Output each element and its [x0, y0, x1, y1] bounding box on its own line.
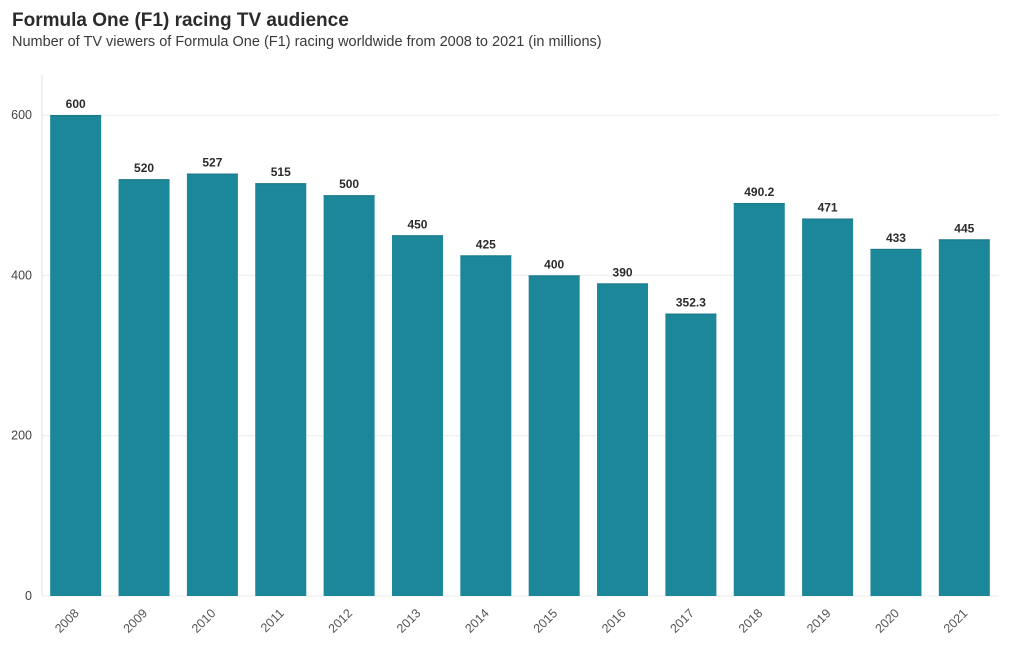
x-tick-label: 2019 [804, 606, 834, 636]
gridlines [42, 114, 999, 597]
x-tick-label: 2014 [462, 606, 492, 636]
y-axis-ticks: 0 200 400 600 [11, 108, 32, 603]
y-tick-label: 600 [11, 108, 32, 122]
x-tick-label: 2016 [599, 606, 629, 636]
data-label: 433 [886, 231, 906, 245]
x-tick-label: 2012 [326, 606, 356, 636]
x-tick-label: 2017 [667, 606, 697, 636]
bar-2011 [255, 183, 307, 596]
chart-title: Formula One (F1) racing TV audience [12, 10, 349, 31]
x-tick-label: 2009 [121, 606, 151, 636]
x-tick-label: 2018 [736, 606, 766, 636]
y-tick-label: 0 [25, 589, 32, 603]
x-tick-label: 2011 [258, 606, 287, 635]
x-tick-label: 2015 [531, 606, 561, 636]
data-label: 471 [818, 200, 838, 214]
bar-2015 [528, 275, 580, 596]
bar-2012 [323, 195, 375, 596]
y-tick-label: 400 [11, 268, 32, 282]
x-tick-label: 2008 [52, 606, 82, 636]
bar-2008 [50, 115, 102, 597]
bar-2016 [597, 283, 649, 596]
bar-2018 [733, 203, 785, 596]
x-tick-label: 2021 [941, 606, 971, 636]
data-label: 600 [66, 97, 86, 111]
data-label: 445 [954, 221, 974, 235]
bar-2010 [186, 173, 238, 596]
data-label: 425 [476, 237, 496, 251]
x-tick-label: 2013 [394, 606, 424, 636]
data-label: 490.2 [744, 185, 774, 199]
bar-2017 [665, 313, 717, 596]
bar-2021 [938, 239, 990, 597]
x-axis-ticks: 2008 2009 2010 2011 2012 2013 2014 2015 2016 2017… [52, 606, 970, 636]
bars [50, 115, 990, 597]
y-tick-label: 200 [11, 429, 32, 443]
x-tick-label: 2020 [873, 606, 903, 636]
bar-2019 [802, 218, 854, 596]
data-label: 450 [407, 217, 427, 231]
data-label: 527 [202, 156, 222, 170]
bar-2013 [391, 235, 443, 597]
data-label: 352.3 [676, 296, 706, 310]
data-label: 520 [134, 161, 154, 175]
data-labels: 600 520 527 515 500 450 425 400 390 352.3 490.2 471… [66, 97, 975, 310]
chart-subtitle: Number of TV viewers of Formula One (F1)… [12, 34, 602, 50]
x-tick-label: 2010 [189, 606, 219, 636]
bar-2014 [460, 255, 512, 596]
data-label: 515 [271, 165, 291, 179]
data-label: 400 [544, 257, 564, 271]
bar-2020 [870, 248, 922, 597]
bar-2009 [118, 179, 170, 596]
data-label: 500 [339, 177, 359, 191]
data-label: 390 [613, 265, 633, 279]
